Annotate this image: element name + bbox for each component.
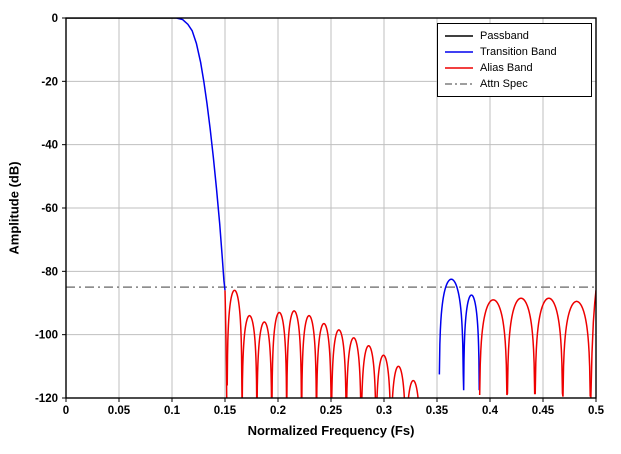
y-tick-label: -60 (41, 203, 58, 215)
series-alias-band (224, 290, 228, 398)
x-tick-label: 0 (63, 405, 69, 417)
series-alias-band (226, 289, 419, 398)
series-transition-band (176, 18, 226, 291)
legend-label: Passband (480, 30, 529, 42)
x-tick-label: 0.15 (214, 405, 237, 417)
y-tick-label: -100 (35, 330, 58, 342)
legend-item-alias-band: Alias Band (444, 60, 585, 76)
x-tick-label: 0.1 (164, 405, 181, 417)
tick-labels: 0 0.05 0.1 0.15 0.2 0.25 0.3 0.35 0.4 0.45 0.5 0 -20… (35, 13, 605, 417)
legend-line-sample (445, 67, 473, 69)
legend-item-transition-band: Transition Band (444, 44, 585, 60)
legend-line-sample (445, 51, 473, 53)
series-curves (66, 18, 596, 398)
x-tick-label: 0.4 (482, 405, 499, 417)
series-alias-band (478, 297, 591, 397)
legend-item-passband: Passband (444, 28, 585, 44)
legend-label: Alias Band (480, 62, 533, 74)
x-tick-label: 0.45 (532, 405, 555, 417)
y-tick-label: 0 (52, 13, 58, 25)
x-tick-label: 0.35 (426, 405, 449, 417)
x-tick-label: 0.5 (588, 405, 605, 417)
x-tick-label: 0.25 (320, 405, 343, 417)
legend: Passband Transition Band Alias Band Attn Sp… (437, 23, 592, 97)
x-axis-title: Normalized Frequency (Fs) (247, 423, 415, 438)
y-tick-label: -80 (41, 266, 58, 278)
series-transition-band (438, 278, 480, 391)
legend-line-sample (445, 83, 473, 85)
y-tick-label: -20 (41, 76, 58, 88)
legend-label: Transition Band (480, 46, 557, 58)
y-tick-label: -120 (35, 393, 58, 405)
y-tick-label: -40 (41, 140, 58, 152)
legend-line-sample (445, 35, 473, 37)
series-alias-band (590, 290, 596, 398)
x-tick-label: 0.2 (270, 405, 286, 417)
legend-item-attn-spec: Attn Spec (444, 76, 585, 92)
x-tick-label: 0.3 (376, 405, 392, 417)
tick-marks (62, 17, 597, 402)
y-axis-title: Amplitude (dB) (6, 161, 22, 255)
legend-label: Attn Spec (480, 78, 528, 90)
x-tick-label: 0.05 (108, 405, 131, 417)
